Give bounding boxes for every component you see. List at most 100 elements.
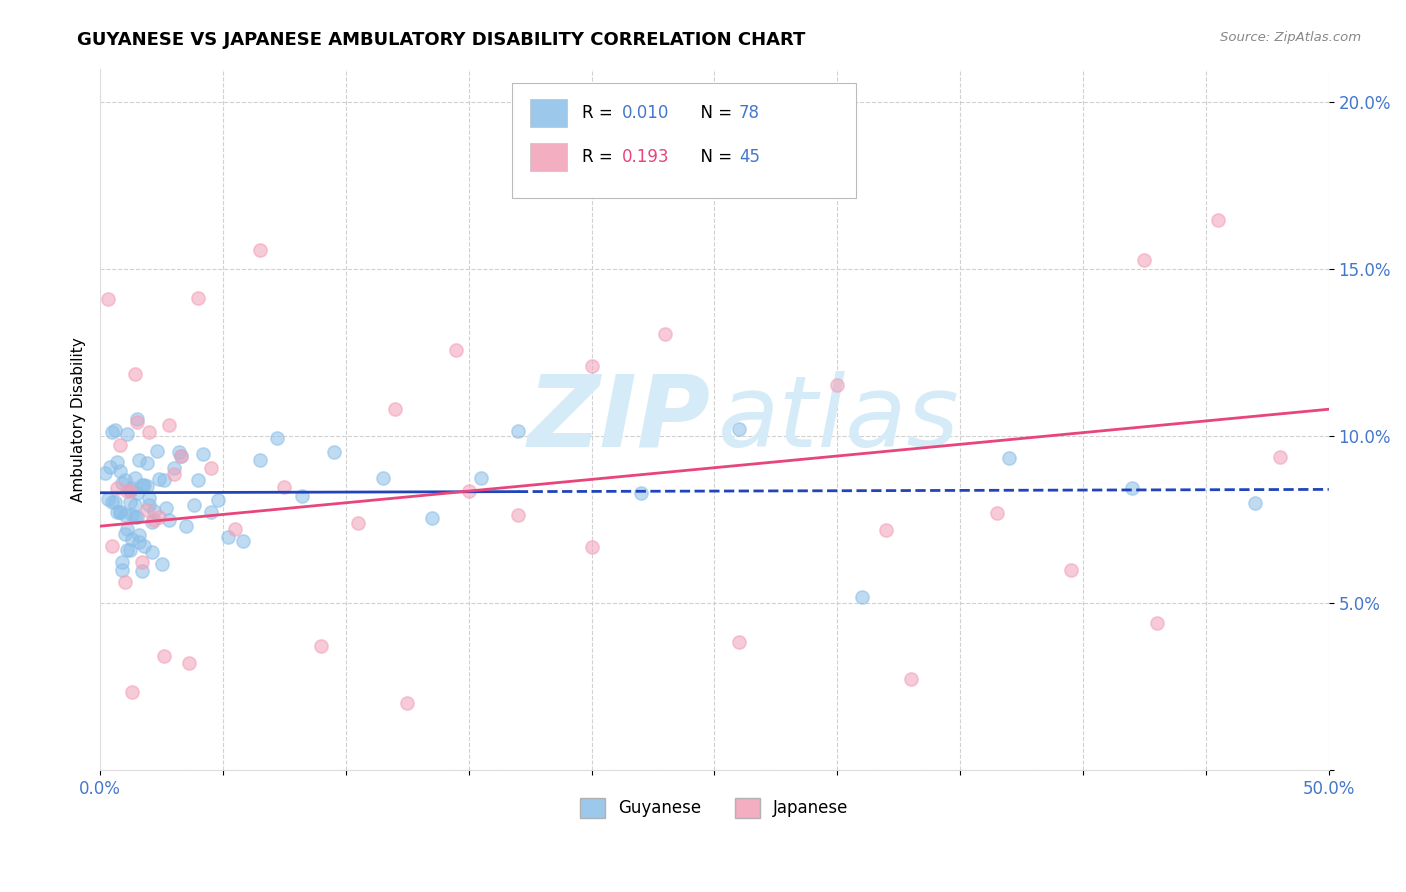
Point — [114, 473, 136, 487]
Point — [135, 503, 157, 517]
Point — [157, 418, 180, 433]
Point — [177, 656, 200, 670]
Point — [1244, 496, 1267, 510]
Point — [104, 423, 127, 437]
Text: R =: R = — [582, 148, 617, 166]
Point — [170, 449, 193, 463]
Point — [148, 472, 170, 486]
Point — [143, 513, 166, 527]
Point — [193, 447, 215, 461]
Point — [581, 541, 603, 555]
Point — [998, 451, 1021, 466]
Point — [138, 491, 160, 505]
Point — [207, 493, 229, 508]
Point — [396, 696, 419, 710]
Point — [200, 461, 222, 475]
Text: ZIP: ZIP — [527, 371, 711, 467]
Point — [141, 545, 163, 559]
Point — [115, 427, 138, 442]
Point — [728, 422, 751, 436]
Y-axis label: Ambulatory Disability: Ambulatory Disability — [72, 337, 86, 501]
Point — [900, 672, 922, 686]
Point — [384, 402, 406, 417]
Point — [420, 511, 443, 525]
Point — [143, 504, 166, 518]
Point — [183, 498, 205, 512]
Text: N =: N = — [690, 148, 737, 166]
Point — [104, 495, 127, 509]
Point — [347, 516, 370, 531]
Point — [118, 495, 141, 509]
Point — [121, 482, 143, 496]
Point — [115, 542, 138, 557]
Point — [457, 483, 479, 498]
Point — [115, 522, 138, 536]
Point — [138, 425, 160, 439]
Point — [118, 483, 141, 498]
Point — [124, 510, 146, 524]
Point — [266, 431, 288, 445]
Point — [124, 367, 146, 381]
Point — [153, 473, 176, 487]
Point — [1060, 563, 1083, 577]
Point — [187, 291, 209, 305]
Point — [128, 453, 150, 467]
Point — [131, 555, 153, 569]
Point — [124, 471, 146, 485]
Text: Source: ZipAtlas.com: Source: ZipAtlas.com — [1220, 31, 1361, 45]
Point — [1133, 252, 1156, 267]
Point — [148, 510, 170, 524]
Point — [141, 515, 163, 529]
Point — [115, 484, 138, 499]
Text: R =: R = — [582, 104, 617, 122]
Point — [322, 445, 344, 459]
Point — [135, 479, 157, 493]
Point — [728, 635, 751, 649]
Point — [581, 359, 603, 373]
Point — [170, 450, 193, 464]
Text: GUYANESE VS JAPANESE AMBULATORY DISABILITY CORRELATION CHART: GUYANESE VS JAPANESE AMBULATORY DISABILI… — [77, 31, 806, 49]
Point — [125, 510, 148, 524]
Point — [1146, 615, 1168, 630]
Text: 0.193: 0.193 — [623, 148, 669, 166]
Point — [94, 466, 117, 480]
Point — [1121, 481, 1143, 495]
Point — [224, 522, 246, 536]
Point — [111, 555, 134, 569]
Point — [108, 505, 131, 519]
Point — [105, 455, 128, 469]
Point — [121, 508, 143, 522]
Point — [1268, 450, 1291, 464]
Point — [134, 539, 156, 553]
Point — [121, 532, 143, 546]
Point — [96, 491, 118, 506]
Point — [128, 528, 150, 542]
Bar — [530, 99, 567, 128]
Point — [506, 508, 529, 522]
Text: atlas: atlas — [718, 371, 960, 467]
Point — [105, 505, 128, 519]
Point — [232, 533, 254, 548]
Point — [291, 489, 314, 503]
Point — [630, 486, 652, 500]
Point — [101, 495, 124, 509]
Point — [135, 456, 157, 470]
Point — [114, 574, 136, 589]
Point — [163, 461, 186, 475]
Point — [101, 539, 124, 553]
Point — [145, 443, 167, 458]
Point — [200, 505, 222, 519]
Point — [163, 467, 186, 482]
Point — [105, 481, 128, 495]
Point — [101, 425, 124, 439]
Text: 45: 45 — [740, 148, 761, 166]
Point — [273, 480, 295, 494]
Point — [851, 590, 873, 604]
Point — [654, 327, 676, 342]
Point — [125, 411, 148, 425]
Text: 0.010: 0.010 — [623, 104, 669, 122]
Point — [174, 519, 197, 533]
Point — [111, 476, 134, 491]
Point — [249, 453, 271, 467]
FancyBboxPatch shape — [512, 83, 856, 198]
